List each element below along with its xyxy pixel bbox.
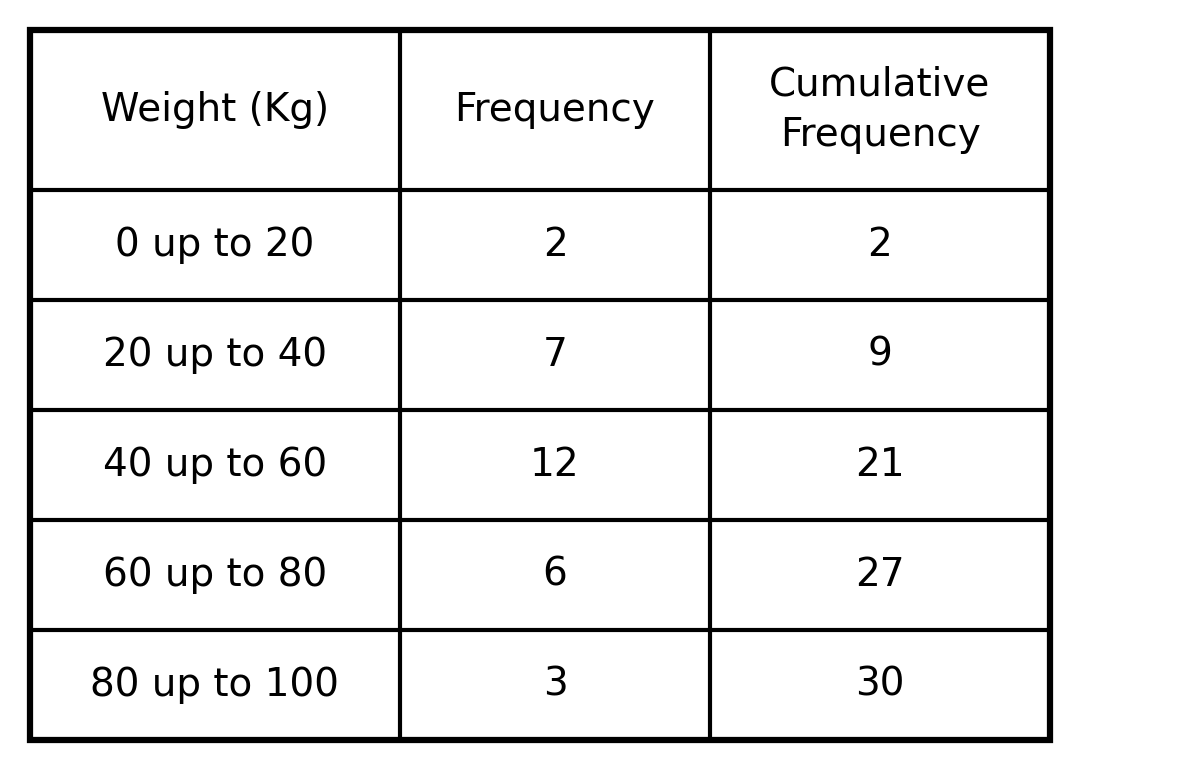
Text: 40 up to 60: 40 up to 60 (103, 446, 328, 484)
Text: Weight (Kg): Weight (Kg) (101, 91, 329, 129)
Text: 20 up to 40: 20 up to 40 (103, 336, 328, 374)
Text: 2: 2 (542, 226, 568, 264)
Text: 27: 27 (856, 556, 905, 594)
Text: Frequency: Frequency (455, 91, 655, 129)
Text: 9: 9 (868, 336, 893, 374)
Text: 60 up to 80: 60 up to 80 (103, 556, 328, 594)
Text: 2: 2 (868, 226, 893, 264)
Text: 12: 12 (530, 446, 580, 484)
Text: 7: 7 (542, 336, 568, 374)
Text: 80 up to 100: 80 up to 100 (90, 666, 340, 704)
Text: 30: 30 (856, 666, 905, 704)
Text: 3: 3 (542, 666, 568, 704)
Text: 0 up to 20: 0 up to 20 (115, 226, 314, 264)
Bar (30, 30, 1050, 740)
Text: 6: 6 (542, 556, 568, 594)
Text: Cumulative
Frequency: Cumulative Frequency (769, 66, 991, 154)
Text: 21: 21 (856, 446, 905, 484)
